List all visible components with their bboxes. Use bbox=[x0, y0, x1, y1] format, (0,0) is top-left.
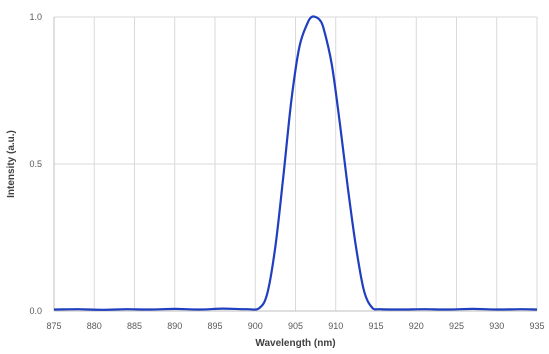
x-tick-label: 875 bbox=[46, 321, 61, 331]
x-tick-label: 895 bbox=[207, 321, 222, 331]
x-tick-label: 915 bbox=[368, 321, 383, 331]
grid-lines bbox=[54, 16, 538, 311]
axes bbox=[53, 17, 537, 312]
x-tick-label: 935 bbox=[529, 321, 544, 331]
tick-labels: 875 880 885 890 895 900 905 910 915 920 925 930 935 0… bbox=[29, 12, 544, 331]
y-tick-label: 1.0 bbox=[29, 12, 42, 22]
y-axis-title: Intensity (a.u.) bbox=[6, 130, 17, 198]
x-tick-label: 925 bbox=[449, 321, 464, 331]
y-tick-label: 0.5 bbox=[29, 159, 42, 169]
x-tick-label: 910 bbox=[328, 321, 343, 331]
x-tick-label: 900 bbox=[248, 321, 263, 331]
x-tick-label: 880 bbox=[87, 321, 102, 331]
intensity-series-line bbox=[53, 15, 538, 311]
y-tick-label: 0.0 bbox=[29, 306, 42, 316]
x-tick-label: 920 bbox=[409, 321, 424, 331]
x-tick-label: 930 bbox=[489, 321, 504, 331]
series-lines bbox=[53, 15, 538, 311]
x-tick-label: 885 bbox=[127, 321, 142, 331]
x-axis-title: Wavelength (nm) bbox=[255, 338, 335, 349]
x-tick-label: 905 bbox=[288, 321, 303, 331]
x-tick-label: 890 bbox=[167, 321, 182, 331]
